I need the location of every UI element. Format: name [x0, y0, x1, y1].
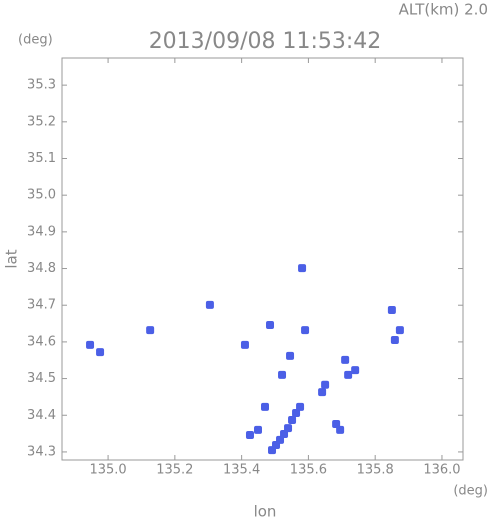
echo-point — [284, 424, 293, 433]
y-tick-label: 35.0 — [27, 188, 56, 203]
echo-point — [301, 326, 310, 335]
y-tick-label: 34.9 — [27, 224, 56, 239]
echo-point — [298, 264, 307, 273]
x-unit: (deg) — [453, 484, 488, 499]
echo-point — [266, 321, 275, 330]
echo-point — [390, 336, 399, 345]
y-tick-label: 34.5 — [27, 371, 56, 386]
echo-point — [332, 420, 341, 429]
echo-point — [86, 340, 95, 349]
echo-point — [387, 305, 396, 314]
x-axis-label: lon — [254, 503, 277, 521]
x-tick-label: 136.0 — [423, 463, 460, 478]
echo-point — [395, 326, 404, 335]
y-axis-label: lat — [3, 249, 21, 268]
echo-point — [341, 355, 350, 364]
echo-point — [146, 326, 155, 335]
y-unit: (deg) — [18, 33, 53, 48]
altitude: ALT(km) 2.0 — [399, 1, 488, 19]
echo-point — [278, 370, 287, 379]
y-tick-label: 35.3 — [27, 78, 56, 93]
echo-point — [296, 402, 305, 411]
chart-title: 2013/09/08 11:53:42 — [149, 29, 382, 54]
x-tick-label: 135.8 — [357, 463, 394, 478]
echo-point — [286, 351, 295, 360]
x-tick-label: 135.4 — [223, 463, 260, 478]
echo-point — [240, 340, 249, 349]
echo-point — [245, 431, 254, 440]
echo-point — [321, 380, 330, 389]
echo-point — [288, 416, 297, 425]
echo-point — [96, 348, 105, 357]
x-tick-label: 135.0 — [89, 463, 126, 478]
echo-point — [205, 300, 214, 309]
echo-point — [351, 366, 360, 375]
x-tick-label: 135.2 — [156, 463, 193, 478]
y-tick-label: 34.3 — [27, 444, 56, 459]
echo-point — [292, 409, 301, 418]
plot-frame — [61, 57, 464, 461]
y-tick-label: 34.4 — [27, 408, 56, 423]
y-tick-label: 35.1 — [27, 151, 56, 166]
echo-point — [344, 370, 353, 379]
x-tick-label: 135.6 — [290, 463, 327, 478]
y-tick-label: 34.7 — [27, 298, 56, 313]
y-tick-label: 35.2 — [27, 114, 56, 129]
echo-point — [261, 402, 270, 411]
echo-point — [253, 425, 262, 434]
y-tick-label: 34.6 — [27, 334, 56, 349]
y-tick-label: 34.8 — [27, 261, 56, 276]
echo-point — [318, 388, 327, 397]
